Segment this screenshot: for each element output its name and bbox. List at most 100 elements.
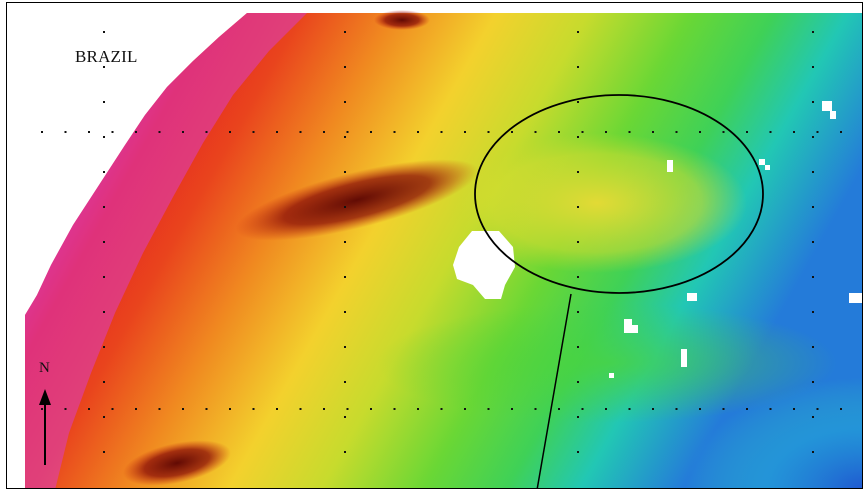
grid-dot: [722, 408, 725, 410]
grid-dot: [393, 408, 396, 410]
north-label: N: [39, 360, 50, 376]
grid-dot: [135, 408, 137, 410]
grid-dot: [393, 131, 396, 133]
grid-dot: [103, 276, 105, 278]
grid-dot: [722, 131, 725, 133]
no-data-pixel: [765, 165, 770, 170]
grid-dot: [344, 416, 346, 418]
grid-dot: [41, 408, 43, 410]
deep-spot-bottom: [123, 440, 231, 486]
grid-dot: [840, 408, 842, 410]
grid-dot: [344, 276, 346, 278]
grid-dot: [675, 131, 678, 133]
grid-dot: [440, 131, 443, 133]
grid-dot: [344, 451, 346, 453]
grid-dot: [577, 381, 579, 383]
grid-dot: [812, 416, 814, 418]
ellipse-highlight: [474, 94, 764, 294]
grid-dot: [746, 131, 748, 133]
grid-dot: [840, 131, 842, 133]
grid-dot: [370, 408, 372, 410]
grid-dot: [746, 408, 748, 410]
grid-dot: [344, 101, 346, 103]
grid-dot: [344, 346, 346, 348]
grid-dot: [511, 131, 513, 133]
grid-dot: [816, 131, 819, 133]
grid-dot: [440, 408, 443, 410]
no-data-pixel: [687, 293, 697, 301]
grid-dot: [103, 451, 105, 453]
grid-dot: [812, 136, 814, 138]
grid-dot: [103, 206, 105, 208]
leader-line: [536, 293, 572, 488]
grid-dot: [103, 66, 105, 68]
no-data-pixel: [624, 319, 632, 333]
grid-dot: [344, 66, 346, 68]
grid-dot: [769, 408, 772, 410]
grid-dot: [812, 346, 814, 348]
no-data-pixel: [609, 373, 614, 378]
grid-dot: [103, 416, 105, 418]
grid-dot: [652, 131, 654, 133]
deep-spot-top: [374, 10, 430, 30]
grid-dot: [299, 408, 302, 410]
grid-dot: [577, 276, 579, 278]
grid-dot: [812, 206, 814, 208]
grid-dot: [487, 131, 490, 133]
deep-escarpment: [235, 159, 479, 241]
grid-dot: [276, 408, 278, 410]
grid-dot: [103, 346, 105, 348]
grid-dot: [229, 408, 231, 410]
grid-dot: [103, 171, 105, 173]
grid-dot: [205, 408, 208, 410]
grid-dot: [370, 131, 372, 133]
grid-dot: [464, 131, 466, 133]
grid-dot: [558, 131, 560, 133]
grid-dot: [812, 31, 814, 33]
grid-dot: [111, 408, 114, 410]
grid-dot: [699, 131, 701, 133]
grid-dot: [812, 101, 814, 103]
grid-dot: [64, 131, 67, 133]
grid-dot: [299, 131, 302, 133]
grid-dot: [88, 131, 90, 133]
no-data-pixel: [830, 111, 836, 119]
grid-dot: [346, 408, 349, 410]
map-frame: BRAZIL N: [6, 2, 863, 489]
grid-dot: [816, 408, 819, 410]
grid-dot: [103, 31, 105, 33]
country-label: BRAZIL: [75, 47, 138, 66]
grid-dot: [577, 66, 579, 68]
grid-dot: [577, 206, 579, 208]
grid-dot: [158, 408, 161, 410]
grid-dot: [229, 131, 231, 133]
grid-dot: [64, 408, 67, 410]
grid-dot: [577, 416, 579, 418]
no-data-pixel: [849, 293, 862, 303]
grid-dot: [628, 408, 631, 410]
no-data-pixel: [667, 160, 673, 172]
grid-dot: [103, 311, 105, 313]
grid-dot: [323, 131, 325, 133]
no-data-pixel: [822, 101, 832, 111]
grid-dot: [577, 171, 579, 173]
grid-dot: [812, 311, 814, 313]
grid-dot: [793, 408, 795, 410]
grid-dot: [812, 451, 814, 453]
grid-dot: [344, 171, 346, 173]
grid-dot: [628, 131, 631, 133]
no-data-pixel: [681, 349, 687, 367]
grid-dot: [577, 31, 579, 33]
grid-dot: [812, 241, 814, 243]
grid-dot: [464, 408, 466, 410]
grid-dot: [793, 131, 795, 133]
grid-dot: [182, 131, 184, 133]
grid-dot: [88, 408, 90, 410]
grid-dot: [111, 131, 114, 133]
grid-dot: [417, 408, 419, 410]
deep-blue-corner: [567, 303, 862, 488]
grid-dot: [252, 408, 255, 410]
grid-dot: [812, 381, 814, 383]
grid-dot: [252, 131, 255, 133]
grid-dot: [577, 311, 579, 313]
